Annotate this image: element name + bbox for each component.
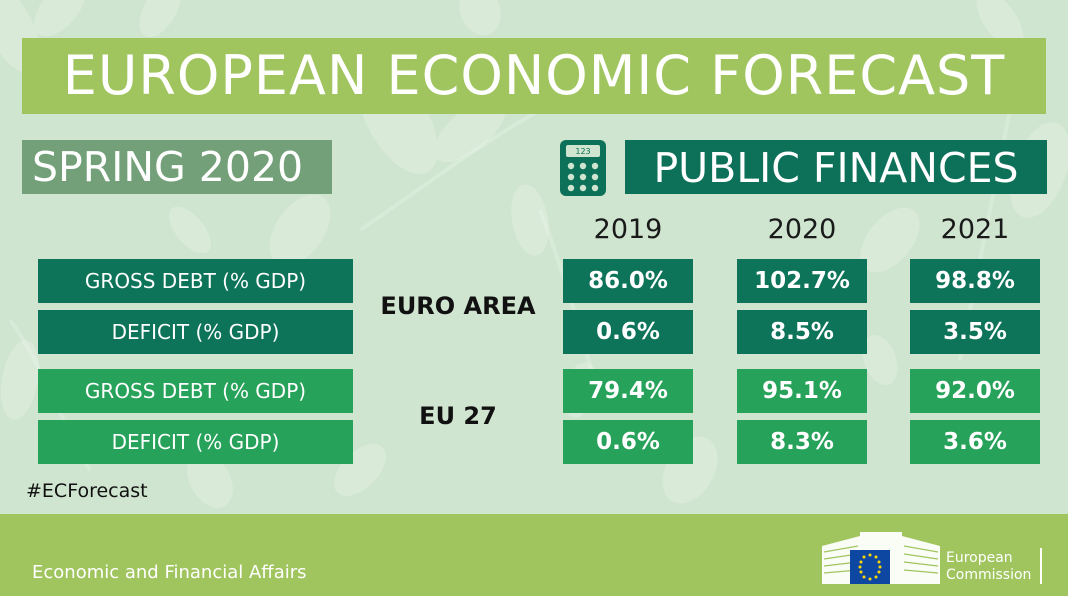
season-label: SPRING 2020 <box>22 140 332 194</box>
logo-divider <box>1040 548 1042 584</box>
department-name: Economic and Financial Affairs <box>32 562 307 583</box>
row-label: GROSS DEBT (% GDP) <box>38 259 353 303</box>
value-cell: 8.5% <box>737 310 867 354</box>
logo-line-2: Commission <box>946 567 1032 583</box>
logo-line-1: European <box>946 550 1013 566</box>
hashtag: #ECForecast <box>26 480 148 502</box>
year-header: 2020 <box>767 214 837 245</box>
year-header: 2021 <box>940 214 1010 245</box>
value-cell: 86.0% <box>563 259 693 303</box>
value-cell: 0.6% <box>563 420 693 464</box>
row-label: GROSS DEBT (% GDP) <box>38 369 353 413</box>
value-cell: 98.8% <box>910 259 1040 303</box>
value-cell: 0.6% <box>563 310 693 354</box>
value-cell: 79.4% <box>563 369 693 413</box>
year-header: 2019 <box>593 214 663 245</box>
page-title: EUROPEAN ECONOMIC FORECAST <box>22 38 1046 114</box>
group-label: EU 27 <box>419 402 497 430</box>
row-label: DEFICIT (% GDP) <box>38 420 353 464</box>
group-label: EURO AREA <box>380 292 536 320</box>
value-cell: 92.0% <box>910 369 1040 413</box>
topic-heading: PUBLIC FINANCES <box>625 140 1047 194</box>
european-commission-wordmark: European Commission <box>946 550 1042 584</box>
value-cell: 3.6% <box>910 420 1040 464</box>
value-cell: 102.7% <box>737 259 867 303</box>
row-label: DEFICIT (% GDP) <box>38 310 353 354</box>
value-cell: 95.1% <box>737 369 867 413</box>
svg-text:123: 123 <box>575 147 590 156</box>
calculator-icon: 123 <box>560 140 606 196</box>
european-commission-logo <box>822 532 940 584</box>
value-cell: 3.5% <box>910 310 1040 354</box>
value-cell: 8.3% <box>737 420 867 464</box>
